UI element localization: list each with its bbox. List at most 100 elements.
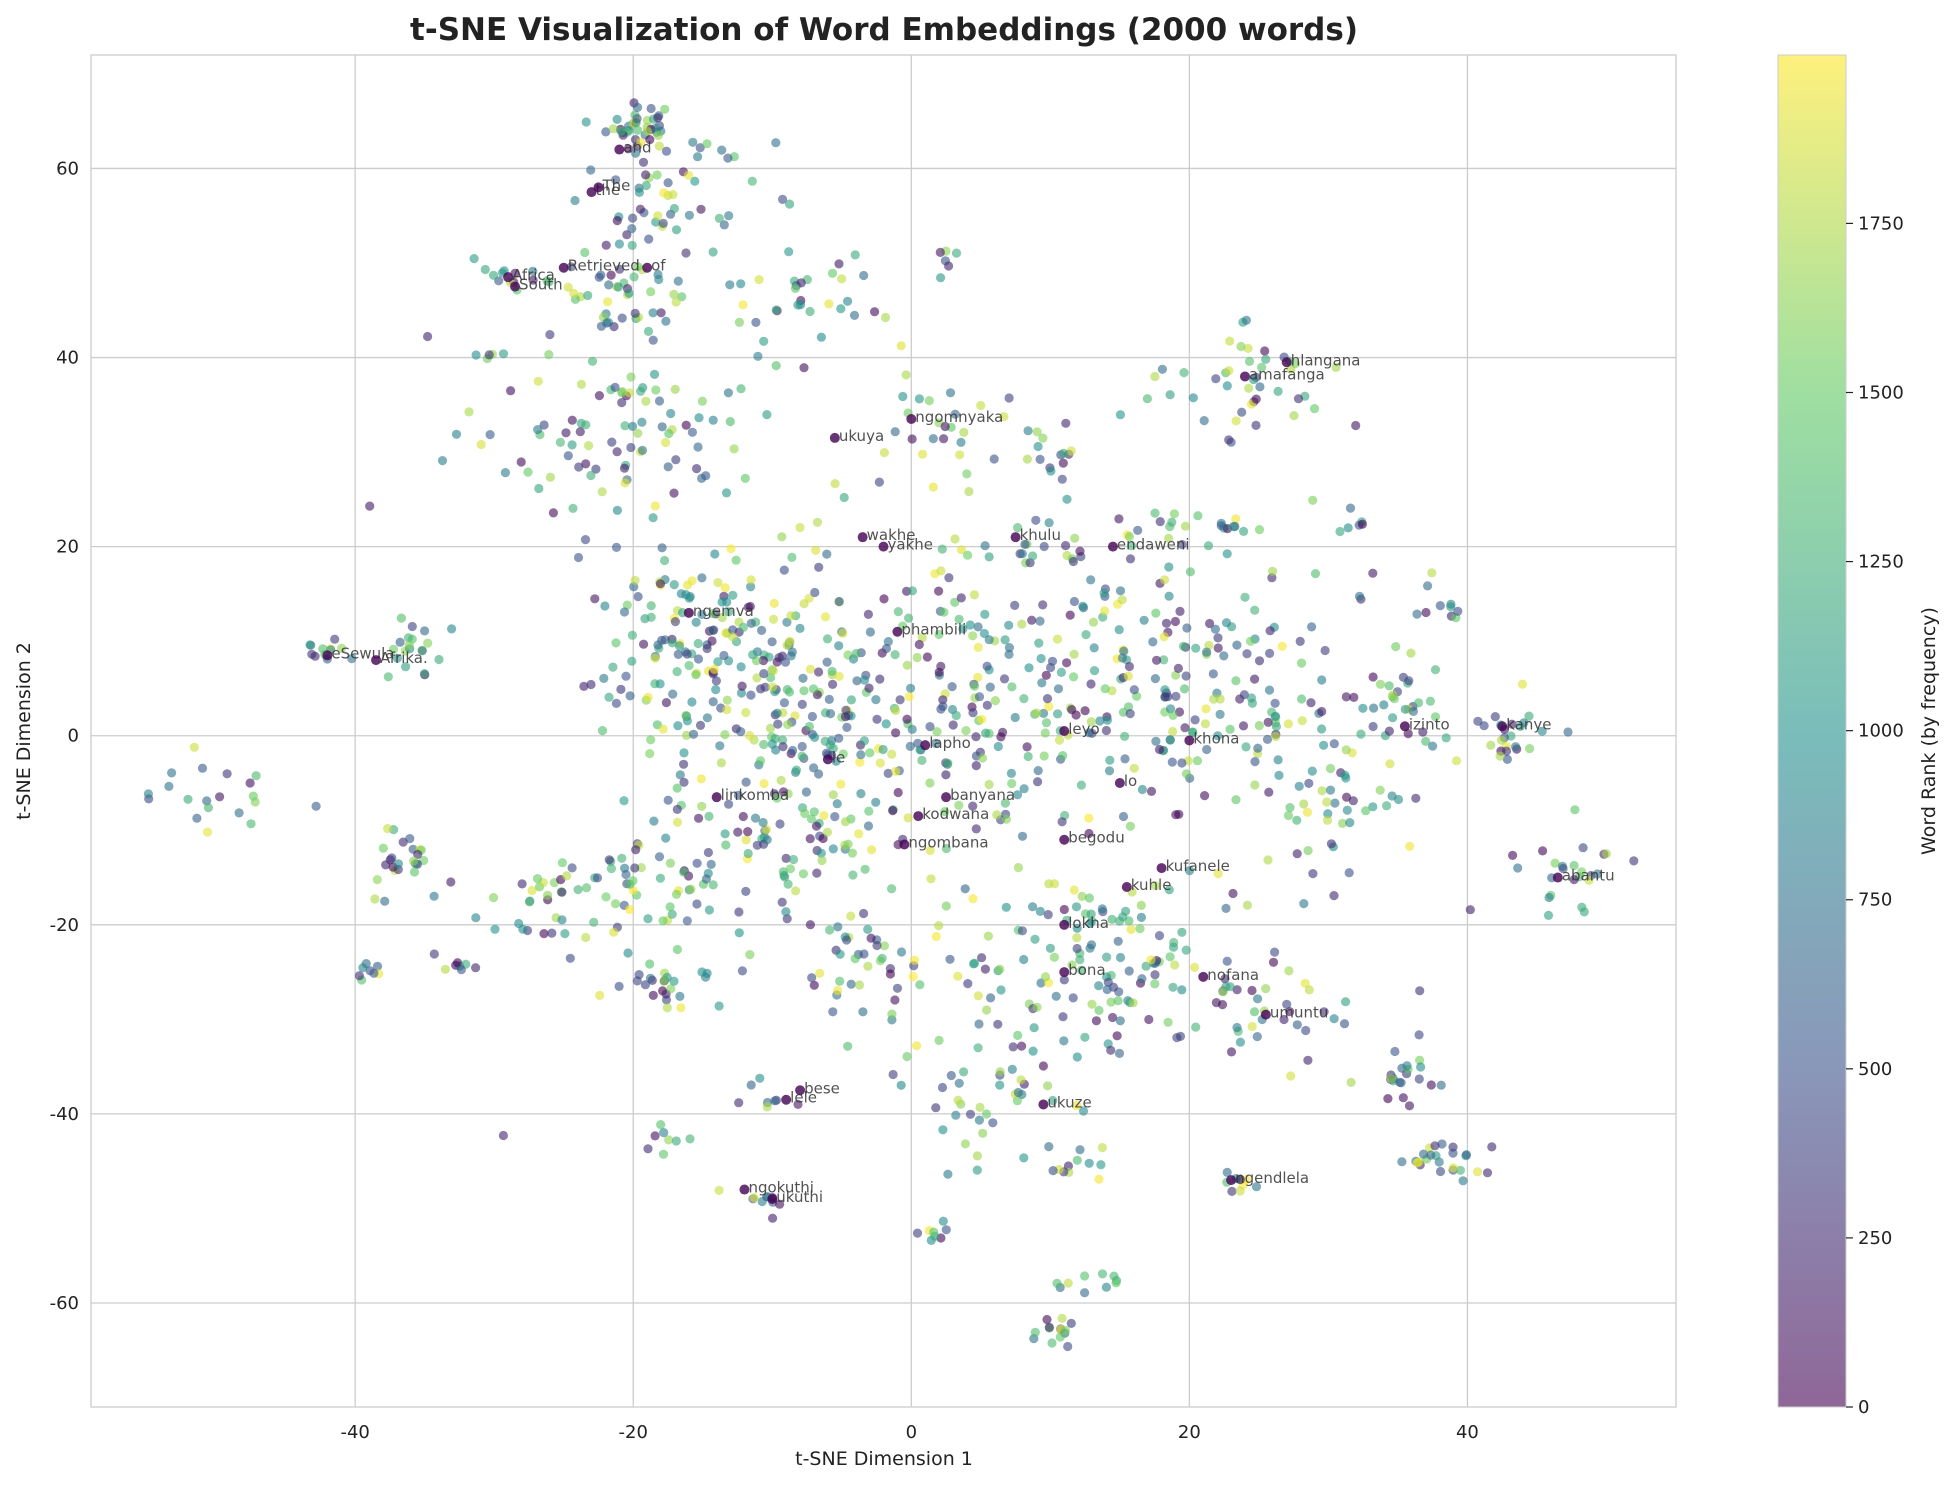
annotated-point — [739, 1184, 750, 1195]
scatter-point — [918, 449, 928, 459]
scatter-point — [684, 210, 695, 220]
scatter-point — [621, 869, 631, 880]
scatter-point — [1152, 655, 1162, 665]
scatter-point — [617, 387, 628, 397]
scatter-point — [405, 834, 415, 844]
scatter-point — [1402, 1061, 1412, 1071]
scatter-point — [721, 840, 731, 850]
scatter-point — [692, 899, 702, 909]
annotated-point — [829, 432, 840, 443]
scatter-point — [872, 940, 882, 951]
annotated-point — [322, 650, 333, 661]
scatter-point — [630, 863, 640, 873]
scatter-point — [1202, 744, 1212, 755]
scatter-point — [1323, 809, 1333, 819]
annotated-point — [642, 262, 653, 273]
scatter-point — [1303, 1055, 1313, 1065]
scatter-point — [1601, 849, 1611, 859]
scatter-point — [981, 1109, 992, 1119]
scatter-point — [1201, 704, 1211, 714]
scatter-point — [1260, 346, 1270, 356]
scatter-point — [846, 911, 856, 921]
scatter-point — [925, 845, 935, 856]
scatter-point — [1325, 763, 1336, 774]
scatter-point — [581, 883, 592, 893]
scatter-point — [1405, 841, 1415, 851]
scatter-point — [912, 652, 922, 663]
scatter-point — [785, 864, 796, 874]
scatter-point — [661, 833, 671, 843]
scatter-point — [1243, 343, 1253, 353]
scatter-point — [1150, 508, 1160, 518]
scatter-point — [977, 753, 988, 763]
scatter-point — [245, 778, 255, 788]
scatter-point — [692, 464, 702, 474]
colorbar-tick-label: 750 — [1858, 890, 1892, 911]
scatter-point — [1569, 875, 1579, 885]
scatter-point — [999, 412, 1009, 422]
scatter-point — [881, 643, 892, 654]
scatter-point — [1208, 669, 1218, 679]
scatter-point — [456, 965, 466, 975]
scatter-point — [471, 350, 481, 360]
scatter-point — [594, 391, 605, 401]
word-label: wakhe — [867, 526, 916, 544]
scatter-point — [1033, 766, 1043, 776]
word-label: kanye — [1506, 715, 1551, 733]
scatter-point — [990, 696, 1001, 706]
scatter-point — [907, 434, 917, 444]
scatter-point — [372, 961, 383, 971]
scatter-point — [801, 787, 812, 797]
scatter-point — [600, 601, 610, 611]
word-label: and — [623, 139, 651, 157]
scatter-point — [734, 907, 744, 917]
scatter-point — [1249, 375, 1259, 385]
scatter-point — [1159, 655, 1169, 665]
scatter-point — [544, 350, 554, 360]
scatter-point — [962, 469, 972, 479]
scatter-point — [1168, 942, 1179, 952]
scatter-point — [623, 144, 633, 154]
scatter-point — [413, 849, 423, 860]
scatter-point — [741, 707, 751, 718]
scatter-point — [1094, 981, 1104, 991]
scatter-point — [1072, 933, 1082, 943]
scatter-point — [805, 664, 816, 674]
scatter-point — [1084, 893, 1094, 903]
scatter-point — [667, 638, 677, 648]
scatter-point — [1304, 778, 1314, 789]
scatter-point — [943, 1169, 953, 1179]
scatter-point — [956, 437, 966, 447]
scatter-point — [1161, 618, 1172, 628]
scatter-point — [856, 789, 866, 799]
scatter-point — [1254, 525, 1265, 535]
scatter-point — [1430, 665, 1441, 675]
scatter-point — [971, 824, 981, 834]
scatter-point — [819, 811, 829, 821]
scatter-point — [854, 980, 865, 990]
scatter-point — [867, 845, 877, 855]
scatter-point — [778, 194, 788, 204]
scatter-point — [840, 817, 851, 827]
scatter-point — [982, 1005, 992, 1015]
scatter-point — [793, 1099, 803, 1109]
scatter-point — [841, 705, 851, 715]
scatter-point — [977, 953, 987, 963]
annotated-point — [1059, 834, 1070, 845]
scatter-point — [728, 590, 738, 600]
scatter-point — [807, 711, 818, 722]
scatter-point — [980, 541, 990, 551]
scatter-point — [1308, 495, 1318, 505]
scatter-point — [714, 213, 725, 223]
scatter-point — [506, 386, 516, 396]
scatter-point — [963, 979, 973, 989]
scatter-point — [796, 278, 806, 288]
scatter-point — [1421, 736, 1431, 747]
scatter-point — [469, 254, 479, 264]
scatter-point — [959, 1067, 969, 1077]
scatter-point — [1190, 715, 1200, 725]
scatter-point — [1032, 708, 1042, 718]
scatter-point — [959, 427, 969, 437]
scatter-point — [749, 1193, 759, 1203]
